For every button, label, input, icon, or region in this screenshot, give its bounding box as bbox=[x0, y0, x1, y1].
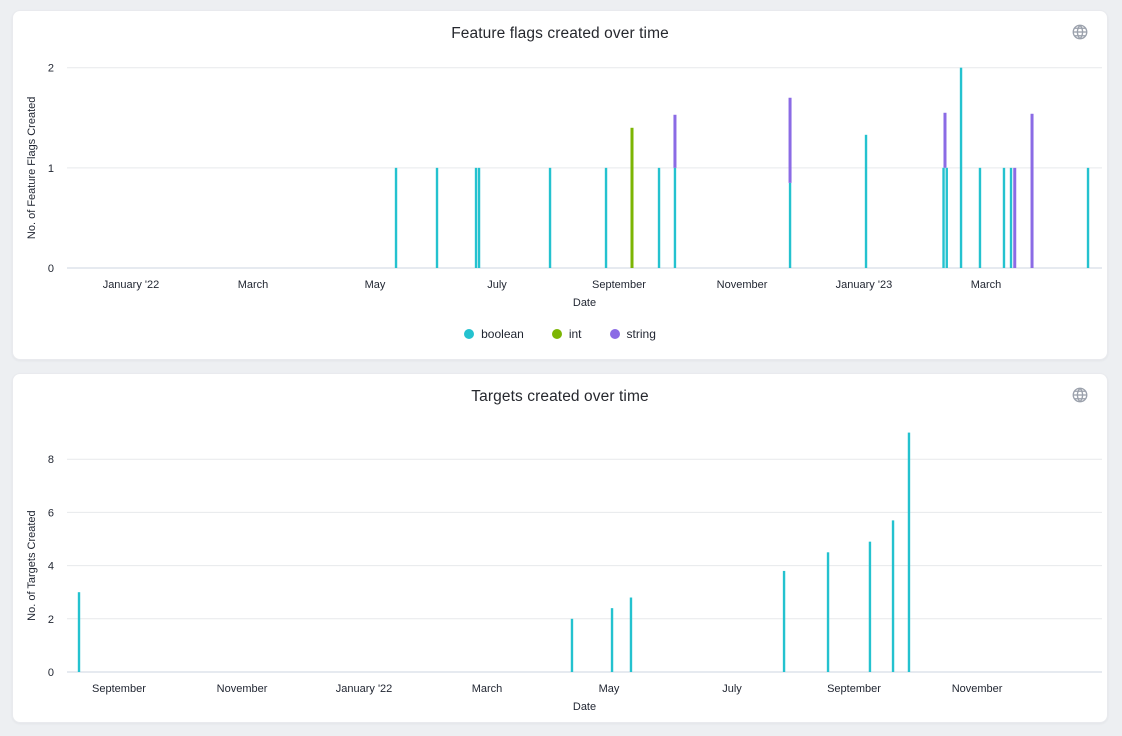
chart-legend: boolean int string bbox=[13, 327, 1107, 341]
bar-targets[interactable] bbox=[610, 608, 614, 672]
x-tick-label: November bbox=[717, 279, 768, 291]
y-tick-label: 2 bbox=[48, 63, 54, 75]
bar-targets[interactable] bbox=[907, 432, 911, 672]
x-tick-label: January '22 bbox=[336, 683, 393, 695]
bar-int[interactable] bbox=[630, 127, 634, 268]
bar-targets[interactable] bbox=[77, 592, 81, 672]
bar-boolean[interactable] bbox=[942, 167, 945, 268]
x-tick-label: September bbox=[92, 683, 146, 695]
bar-string[interactable] bbox=[943, 112, 947, 168]
bar-targets[interactable] bbox=[826, 552, 830, 672]
bar-targets[interactable] bbox=[868, 541, 872, 672]
legend-label: int bbox=[568, 327, 582, 341]
bar-targets[interactable] bbox=[782, 570, 786, 672]
y-axis-title: No. of Targets Created bbox=[26, 510, 38, 620]
bar-boolean[interactable] bbox=[864, 134, 868, 268]
x-tick-label: May bbox=[365, 279, 386, 291]
x-tick-label: November bbox=[952, 683, 1003, 695]
bar-targets[interactable] bbox=[629, 597, 633, 672]
bar-boolean[interactable] bbox=[1009, 167, 1013, 268]
bar-string[interactable] bbox=[788, 97, 792, 183]
x-tick-label: September bbox=[827, 683, 881, 695]
bar-boolean[interactable] bbox=[548, 167, 552, 268]
x-tick-label: January '23 bbox=[836, 279, 893, 291]
legend-label: boolean bbox=[481, 327, 524, 341]
x-tick-label: July bbox=[487, 279, 507, 291]
bar-string[interactable] bbox=[1030, 113, 1034, 268]
bar-boolean[interactable] bbox=[435, 167, 439, 268]
bar-boolean[interactable] bbox=[474, 167, 478, 268]
legend-item-int[interactable]: int bbox=[551, 327, 582, 341]
y-axis-title: No. of Feature Flags Created bbox=[26, 97, 38, 239]
bar-boolean[interactable] bbox=[1002, 167, 1006, 268]
bar-boolean[interactable] bbox=[945, 167, 948, 268]
bar-targets[interactable] bbox=[570, 618, 574, 672]
x-tick-label: March bbox=[971, 279, 1002, 291]
targets-chart-card: Targets created over time 0 2 4 6 8 September… bbox=[12, 373, 1108, 723]
x-tick-label: November bbox=[217, 683, 268, 695]
x-axis-title: Date bbox=[573, 297, 596, 309]
int-series-dot bbox=[551, 329, 562, 339]
x-tick-label: January '22 bbox=[103, 279, 160, 291]
y-tick-label: 6 bbox=[48, 507, 54, 519]
chart-title: Targets created over time bbox=[471, 388, 649, 405]
x-tick-label: July bbox=[722, 683, 742, 695]
chart-title: Feature flags created over time bbox=[451, 25, 669, 42]
legend-item-boolean[interactable]: boolean bbox=[464, 327, 524, 341]
x-tick-label: May bbox=[599, 683, 620, 695]
legend-label: string bbox=[626, 327, 656, 341]
bar-boolean[interactable] bbox=[394, 167, 398, 268]
x-tick-label: March bbox=[472, 683, 503, 695]
bar-boolean[interactable] bbox=[788, 182, 792, 268]
bar-boolean[interactable] bbox=[978, 167, 982, 268]
string-series-dot bbox=[609, 329, 620, 339]
y-tick-label: 4 bbox=[48, 561, 54, 573]
y-tick-label: 1 bbox=[48, 163, 54, 175]
y-tick-label: 0 bbox=[48, 667, 54, 679]
bar-boolean[interactable] bbox=[1086, 167, 1090, 268]
feature-flags-chart-card: Feature flags created over time 0 1 2 Janua… bbox=[12, 10, 1108, 360]
bar-string[interactable] bbox=[673, 114, 677, 168]
bar-string[interactable] bbox=[1013, 167, 1017, 268]
x-tick-label: March bbox=[238, 279, 269, 291]
globe-icon[interactable] bbox=[1071, 386, 1089, 404]
bar-boolean[interactable] bbox=[477, 167, 481, 268]
bar-boolean[interactable] bbox=[604, 167, 608, 268]
bar-boolean[interactable] bbox=[673, 167, 677, 268]
x-axis-title: Date bbox=[573, 701, 596, 713]
globe-icon[interactable] bbox=[1071, 23, 1089, 41]
bar-boolean[interactable] bbox=[657, 167, 661, 268]
boolean-series-dot bbox=[464, 329, 475, 339]
x-tick-label: September bbox=[592, 279, 646, 291]
bar-targets[interactable] bbox=[891, 520, 895, 672]
y-tick-label: 2 bbox=[48, 614, 54, 626]
legend-item-string[interactable]: string bbox=[609, 327, 656, 341]
y-tick-label: 8 bbox=[48, 454, 54, 466]
feature-flags-chart-canvas: 0 1 2 January '22 March May July September Novem… bbox=[26, 63, 1102, 309]
targets-chart-canvas: 0 2 4 6 8 September November January '22 March Ma… bbox=[26, 432, 1102, 713]
bar-boolean[interactable] bbox=[959, 67, 963, 268]
y-tick-label: 0 bbox=[48, 263, 54, 275]
